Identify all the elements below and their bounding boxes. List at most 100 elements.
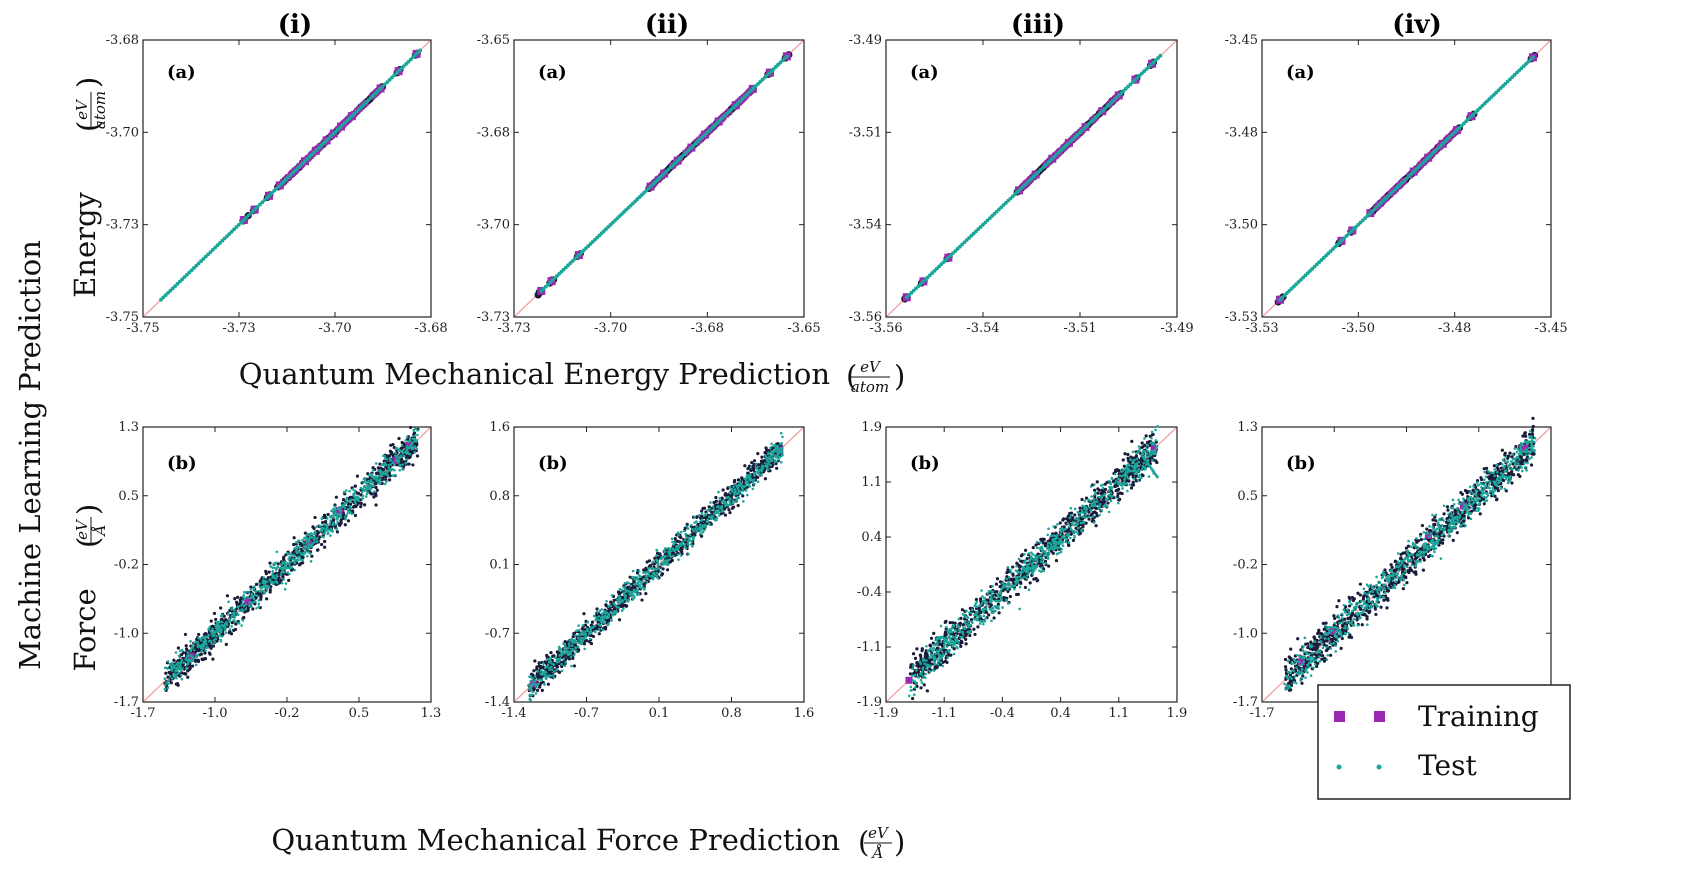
test-point [330,529,333,533]
test-point [253,207,258,211]
test-point [371,468,375,472]
test-point [345,513,349,516]
test-point [265,195,269,200]
test-point [257,602,261,606]
test-point [177,654,181,658]
y-tick-label: -3.68 [106,33,139,48]
main-y-label: Machine Learning Prediction [13,240,47,670]
test-point [309,152,314,157]
test-point [175,673,179,676]
data-point-dense [537,661,541,665]
test-point [594,630,597,634]
test-point [299,552,303,555]
test-point [260,589,264,593]
test-point [716,511,720,515]
data-point-dense [196,649,201,653]
test-point [269,565,272,568]
test-point [362,481,365,484]
y-tick-label: -3.48 [1225,125,1258,140]
data-point-dense [251,607,255,611]
test-point [364,100,368,105]
test-point [368,487,371,491]
data-point-dense [265,597,269,601]
test-point [383,482,387,486]
test-point [315,540,319,543]
test-point [185,272,189,277]
test-point [411,55,416,60]
test-point [563,664,567,668]
test-point [404,461,408,465]
test-point [742,500,745,503]
data-point-dense [209,619,213,623]
test-point [677,533,680,537]
data-point-dense [647,559,652,563]
test-point [263,591,267,594]
test-point [293,168,298,173]
test-point [303,536,306,540]
test-point [247,590,250,594]
test-point [671,540,674,544]
test-point [344,489,348,492]
data-point-dense [723,513,728,517]
data-point-dense [335,530,340,534]
data-point-dense [353,513,358,518]
test-point [531,690,534,694]
test-point [352,111,357,116]
test-point [313,537,317,541]
data-point-dense [194,659,198,663]
test-point [647,574,650,577]
test-point [258,202,262,207]
test-point [776,458,780,461]
test-point [405,435,409,439]
data-point-dense [582,612,586,616]
data-point-dense [397,436,401,441]
test-point [319,529,322,532]
test-point [200,650,203,653]
test-point [534,675,537,678]
test-point [307,540,310,543]
test-point [304,550,307,554]
test-point [187,270,192,275]
test-point [677,558,680,561]
test-point [185,666,188,670]
test-point [687,552,690,556]
data-point-dense [267,570,271,574]
data-point-dense [242,615,246,620]
test-point [655,571,659,575]
test-point [394,459,398,463]
data-point-dense [540,688,544,692]
test-point [308,552,312,555]
data-point-dense [355,474,360,478]
test-point [655,548,659,552]
x-tick-label: 0.1 [649,706,670,721]
test-point [290,553,293,556]
x-tick-label: -3.70 [318,321,351,336]
test-point [406,59,411,64]
test-point [405,458,409,461]
test-point [593,624,597,628]
test-point [283,177,288,182]
test-point [302,159,307,164]
test-point [240,603,243,607]
test-point [637,593,641,596]
test-point [566,646,570,650]
test-point [345,496,349,500]
x-tick-label: -3.54 [966,321,999,336]
test-point [549,656,553,660]
test-point [379,474,383,478]
test-point [194,263,199,268]
panel-label: (b) [167,453,197,474]
test-point [255,204,260,209]
test-point [391,461,394,465]
test-point [737,488,740,491]
data-point-dense [660,572,665,576]
test-point [408,447,411,450]
test-point [233,616,236,619]
test-point [348,489,351,493]
data-point-dense [323,545,327,549]
test-point [536,670,539,673]
test-point [313,532,317,536]
test-point [398,464,402,467]
test-point [633,596,636,599]
data-point-dense [752,459,757,463]
